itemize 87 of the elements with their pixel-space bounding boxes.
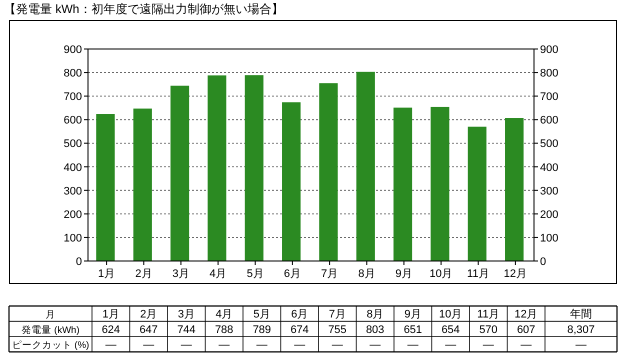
- y-tick-label: 800: [64, 68, 82, 80]
- text: —: [520, 339, 532, 352]
- chart-title: 【発電量 kWh：初年度で遠隔出力制御が無い場合】: [4, 2, 284, 16]
- y2-tick-label: 500: [540, 138, 558, 150]
- bar: [430, 106, 450, 261]
- category-label: 12月: [514, 308, 538, 320]
- y2-tick-label: 900: [540, 44, 558, 56]
- category-label: 7月: [328, 308, 346, 320]
- bar: [96, 114, 115, 261]
- data-label: 803: [366, 324, 384, 336]
- data-label: 789: [252, 324, 272, 336]
- x-tick-label: 7月: [321, 268, 338, 280]
- text: —: [370, 339, 381, 352]
- data-label: 788: [214, 324, 234, 336]
- bar: [505, 118, 524, 261]
- x-tick-label: 10月: [429, 268, 453, 280]
- text: ピークカット (%): [12, 340, 90, 352]
- data-label: 647: [139, 324, 158, 336]
- data-label: 744: [177, 324, 196, 336]
- bar: [319, 83, 338, 261]
- y2-tick-label: 800: [540, 68, 558, 80]
- category-label: 5月: [253, 308, 270, 320]
- x-tick-label: 8月: [358, 268, 376, 280]
- bar: [170, 86, 190, 261]
- bar: [356, 72, 375, 261]
- text: —: [256, 339, 268, 352]
- category-label: 1月: [102, 308, 120, 320]
- data-label: 674: [290, 324, 309, 336]
- x-tick-label: 9月: [395, 268, 412, 280]
- y-tick-label: 100: [64, 232, 82, 244]
- y-tick-label: 0: [76, 256, 82, 268]
- text: —: [218, 339, 230, 352]
- text: —: [180, 339, 192, 352]
- y2-tick-label: 200: [540, 208, 558, 221]
- text: —: [332, 339, 343, 352]
- bar: [394, 108, 412, 261]
- x-tick-label: 6月: [284, 268, 301, 280]
- y-tick-label: 200: [64, 208, 82, 221]
- bar: [244, 75, 264, 261]
- text: 発電量 (kWh): [22, 324, 80, 336]
- text: —: [576, 339, 586, 352]
- x-tick-label: 12月: [504, 268, 528, 280]
- x-tick-label: 4月: [210, 268, 227, 280]
- category-label: 10月: [439, 308, 462, 320]
- text: —: [105, 339, 116, 352]
- y-tick-label: 600: [64, 114, 82, 127]
- category-label: 3月: [178, 308, 195, 320]
- category-label: 6月: [291, 308, 308, 320]
- y2-tick-label: 300: [540, 185, 558, 198]
- category-label: 9月: [404, 308, 422, 320]
- y-tick-label: 300: [64, 185, 82, 198]
- x-tick-label: 5月: [246, 268, 264, 280]
- y-tick-label: 700: [64, 91, 82, 104]
- y2-tick-label: 600: [540, 114, 558, 127]
- data-label: 607: [516, 324, 536, 336]
- x-tick-label: 11月: [467, 268, 490, 280]
- category-label: 8月: [366, 308, 384, 320]
- text: 8,307: [567, 324, 595, 336]
- y-tick-label: 500: [64, 138, 82, 150]
- text: —: [143, 339, 154, 352]
- category-label: 11月: [477, 308, 500, 320]
- data-label: 651: [404, 324, 422, 336]
- x-tick-label: 2月: [135, 268, 152, 280]
- bar: [133, 108, 152, 261]
- data-label: 755: [328, 324, 347, 336]
- y2-tick-label: 400: [540, 162, 558, 174]
- data-label: 654: [441, 324, 460, 336]
- text: 月: [46, 310, 56, 320]
- text: —: [482, 339, 494, 352]
- text: 年間: [570, 308, 592, 320]
- text: —: [294, 339, 306, 352]
- y2-tick-label: 100: [540, 232, 558, 244]
- y2-tick-label: 0: [540, 256, 546, 268]
- x-tick-label: 3月: [172, 268, 190, 280]
- category-label: 4月: [216, 308, 233, 320]
- y-tick-label: 400: [64, 162, 82, 174]
- category-label: 2月: [140, 308, 158, 320]
- text: —: [445, 339, 456, 352]
- text: —: [407, 339, 418, 352]
- bar: [468, 126, 486, 261]
- x-tick-label: 1月: [98, 268, 116, 280]
- y2-tick-label: 700: [540, 91, 558, 104]
- y-tick-label: 900: [64, 44, 82, 56]
- bar: [282, 102, 301, 261]
- bar: [208, 75, 226, 261]
- data-label: 624: [102, 324, 120, 336]
- data-label: 570: [479, 324, 498, 336]
